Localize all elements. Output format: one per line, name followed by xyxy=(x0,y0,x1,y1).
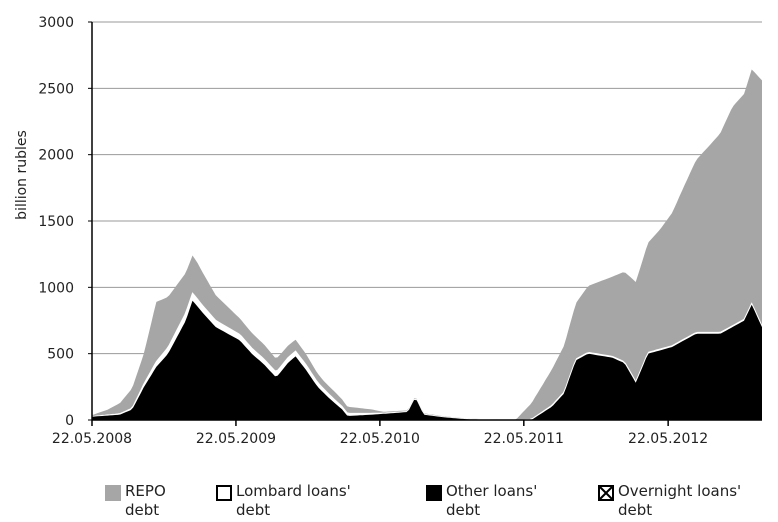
x-tick-label: 22.05.2010 xyxy=(340,431,420,447)
legend-item-lombard: Lombard loans' debt xyxy=(216,482,351,520)
legend-item-repo: REPO debt xyxy=(105,482,166,520)
x-tick-label: 22.05.2012 xyxy=(628,431,708,447)
legend-swatch-black xyxy=(426,485,442,501)
x-tick-label: 22.05.2009 xyxy=(196,431,276,447)
x-tick-label: 22.05.2011 xyxy=(484,431,564,447)
legend-label: REPO debt xyxy=(125,482,166,519)
legend-item-other: Other loans' debt xyxy=(426,482,537,520)
y-tick-label: 1500 xyxy=(38,214,74,230)
legend-label: Other loans' debt xyxy=(446,482,538,519)
legend-label: Overnight loans' debt xyxy=(618,482,742,519)
y-tick-label: 500 xyxy=(47,347,74,363)
area-other-loans-debt xyxy=(92,300,762,420)
legend-label: Lombard loans' debt xyxy=(236,482,351,519)
y-tick-label: 3000 xyxy=(38,15,74,31)
y-axis-label: billion rubles xyxy=(14,130,30,220)
x-tick-label: 22.05.2008 xyxy=(52,431,132,447)
x-tick-labels: 22.05.2008 22.05.2009 22.05.2010 22.05.2011… xyxy=(52,420,708,447)
legend-swatch-cross-box-icon xyxy=(598,485,614,501)
y-tick-label: 0 xyxy=(65,413,74,429)
legend-swatch-gray xyxy=(105,485,121,501)
area-series xyxy=(91,69,763,421)
y-tick-label: 2500 xyxy=(38,81,74,97)
y-tick-label: 2000 xyxy=(38,148,74,164)
area-repo-debt xyxy=(92,69,762,420)
y-tick-labels: 0 500 1000 1500 2000 2500 3000 xyxy=(38,15,92,429)
legend-swatch-outline xyxy=(216,485,232,501)
y-tick-label: 1000 xyxy=(38,280,74,296)
legend-item-overnight: Overnight loans' debt xyxy=(598,482,741,520)
legend: REPO debt Lombard loans' debt Other loan… xyxy=(0,482,778,522)
